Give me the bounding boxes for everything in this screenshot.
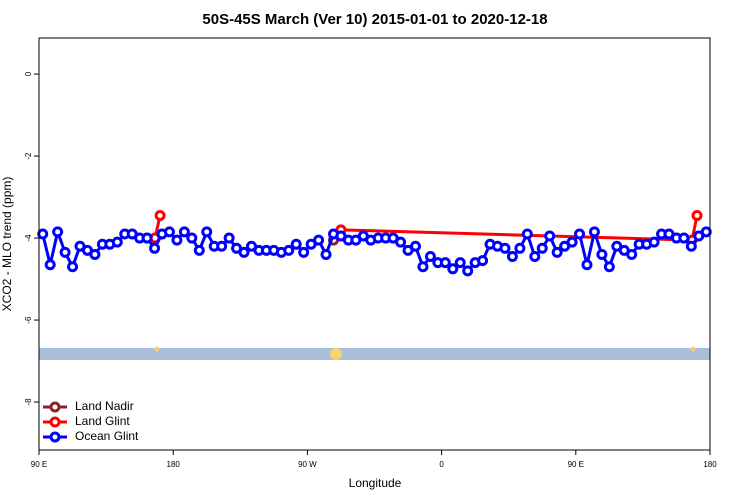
y-axis-label: XCO2 - MLO trend (ppm) bbox=[0, 177, 14, 312]
legend-label: Land Nadir bbox=[75, 399, 134, 413]
point bbox=[596, 248, 608, 260]
point bbox=[201, 226, 213, 238]
coverage-spot bbox=[154, 346, 160, 352]
x-tick-label: 90 E bbox=[31, 460, 47, 469]
point bbox=[588, 226, 600, 238]
series-line bbox=[153, 215, 699, 242]
x-tick-label: 180 bbox=[703, 460, 717, 469]
point bbox=[171, 234, 183, 246]
y-tick-label: -8 bbox=[24, 398, 33, 406]
point bbox=[477, 255, 489, 267]
point bbox=[154, 210, 166, 222]
point bbox=[238, 246, 250, 258]
x-tick-label: 90 E bbox=[568, 460, 584, 469]
point bbox=[290, 238, 302, 250]
legend-marker bbox=[49, 416, 61, 428]
point bbox=[89, 248, 101, 260]
point bbox=[163, 226, 175, 238]
x-tick-label: 0 bbox=[439, 460, 444, 469]
point bbox=[566, 236, 578, 248]
y-tick-label: 0 bbox=[24, 71, 33, 76]
point bbox=[410, 240, 422, 252]
y-tick-label: -2 bbox=[24, 152, 33, 160]
point bbox=[544, 230, 556, 242]
point bbox=[678, 232, 690, 244]
point bbox=[685, 240, 697, 252]
point bbox=[111, 236, 123, 248]
legend-marker bbox=[49, 401, 61, 413]
point bbox=[521, 228, 533, 240]
point bbox=[424, 251, 436, 263]
point bbox=[447, 263, 459, 275]
point bbox=[44, 259, 56, 271]
point bbox=[417, 261, 429, 273]
legend-marker bbox=[49, 431, 61, 443]
point bbox=[529, 251, 541, 263]
coverage-spot bbox=[330, 348, 342, 360]
point bbox=[700, 226, 712, 238]
legend-label: Land Glint bbox=[75, 414, 130, 428]
point bbox=[313, 234, 325, 246]
point bbox=[506, 251, 518, 263]
point bbox=[67, 261, 79, 273]
x-tick-label: 180 bbox=[167, 460, 181, 469]
point bbox=[499, 242, 511, 254]
chart-title: 50S-45S March (Ver 10) 2015-01-01 to 202… bbox=[202, 11, 547, 28]
point bbox=[186, 232, 198, 244]
point bbox=[574, 228, 586, 240]
point bbox=[603, 261, 615, 273]
point bbox=[395, 236, 407, 248]
point bbox=[514, 242, 526, 254]
point bbox=[536, 242, 548, 254]
point bbox=[216, 240, 228, 252]
coverage-band bbox=[39, 348, 710, 360]
point bbox=[320, 248, 332, 260]
coverage-spot bbox=[690, 346, 696, 352]
point bbox=[223, 232, 235, 244]
point bbox=[37, 228, 49, 240]
y-tick-label: -4 bbox=[24, 234, 33, 242]
point bbox=[52, 226, 64, 238]
legend-label: Ocean Glint bbox=[75, 429, 139, 443]
point bbox=[283, 244, 295, 256]
point bbox=[439, 257, 451, 269]
point bbox=[626, 248, 638, 260]
point bbox=[551, 246, 563, 258]
point bbox=[193, 244, 205, 256]
point bbox=[149, 242, 161, 254]
point bbox=[454, 257, 466, 269]
point bbox=[691, 210, 703, 222]
plot-area: 0 -2 -4 -6 -8 90 E 180 90 W 0 90 E 180 bbox=[24, 71, 717, 469]
x-axis-label: Longitude bbox=[349, 476, 402, 490]
point bbox=[581, 259, 593, 271]
y-tick-label: -6 bbox=[24, 316, 33, 324]
point bbox=[178, 226, 190, 238]
point bbox=[141, 232, 153, 244]
point bbox=[462, 265, 474, 277]
point bbox=[298, 246, 310, 258]
point bbox=[648, 236, 660, 248]
plot-frame bbox=[38, 37, 711, 451]
x-tick-label: 90 W bbox=[298, 460, 317, 469]
point bbox=[59, 246, 71, 258]
